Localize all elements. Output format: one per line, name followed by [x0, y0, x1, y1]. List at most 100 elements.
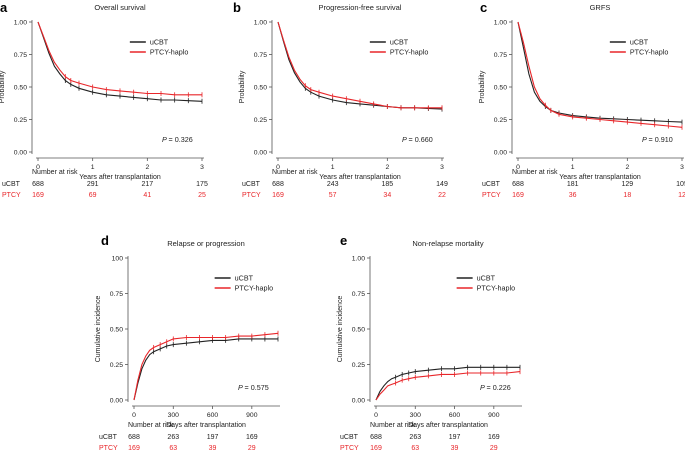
risk-value-ucbt: 688: [370, 434, 382, 441]
legend-label-ptcy: PTCY-haplo: [235, 284, 274, 293]
y-tick-label: 0.50: [254, 84, 267, 91]
x-axis-label: Years after transplantation: [79, 174, 161, 181]
y-tick-label: 0.00: [494, 149, 507, 156]
risk-value-ptcy: 41: [143, 192, 151, 199]
y-axis-label: Cumulative incidence: [95, 296, 102, 363]
y-axis-label: Cumulative incidence: [337, 296, 344, 363]
y-tick-label: 0.25: [494, 117, 507, 124]
risk-value-ucbt: 149: [436, 181, 448, 188]
legend-label-ucbt: uCBT: [477, 274, 496, 283]
p-symbol: P: [162, 135, 169, 144]
p-value-text: = 0.226: [487, 383, 511, 392]
risk-header: Number at risk: [32, 169, 78, 176]
risk-row-label-ptcy: PTCY: [340, 445, 359, 452]
risk-value-ucbt: 175: [196, 181, 208, 188]
legend-label-ptcy: PTCY-haplo: [150, 48, 189, 57]
p-value: P = 0.326: [162, 135, 193, 144]
legend-label-ucbt: uCBT: [630, 38, 649, 47]
y-tick-label: 0.75: [110, 291, 123, 298]
risk-value-ucbt: 197: [449, 434, 461, 441]
risk-value-ptcy: 39: [209, 445, 217, 452]
x-tick-label: 1: [91, 164, 95, 171]
y-tick-label: 0.00: [254, 149, 267, 156]
legend-label-ucbt: uCBT: [235, 274, 254, 283]
x-tick-label: 600: [207, 412, 219, 419]
risk-row-label-ucbt: uCBT: [99, 434, 118, 441]
panel-d: d Relapse or progression 0.00 0.25 0.50 0.75 1…: [95, 233, 280, 452]
risk-value-ptcy: 169: [370, 445, 382, 452]
x-axis-label: Days after transplantation: [408, 422, 488, 429]
risk-value-ptcy: 18: [623, 192, 631, 199]
legend-label-ptcy: PTCY-haplo: [477, 284, 516, 293]
risk-value-ptcy: 63: [169, 445, 177, 452]
risk-value-ptcy: 57: [329, 192, 337, 199]
y-tick-label: 0.75: [352, 291, 365, 298]
risk-value-ptcy: 169: [32, 192, 44, 199]
y-tick-label: 0.75: [254, 52, 267, 59]
series-line-ucbt: [517, 21, 683, 123]
y-tick-label: 0.00: [110, 397, 123, 404]
risk-row-label-ptcy: PTCY: [99, 445, 118, 452]
risk-row-label-ucbt: uCBT: [2, 181, 21, 188]
p-value-text: = 0.326: [169, 135, 193, 144]
y-axis-label: Probability: [479, 70, 486, 103]
panel-label: e: [340, 233, 347, 248]
risk-value-ptcy: 169: [512, 192, 524, 199]
risk-value-ptcy: 39: [451, 445, 459, 452]
x-tick-label: 0: [276, 164, 280, 171]
y-tick-label: 1.00: [352, 255, 365, 262]
risk-value-ptcy: 22: [438, 192, 446, 199]
y-tick-label: 0.25: [254, 117, 267, 124]
x-tick-label: 0: [132, 412, 136, 419]
series-line-ptcy: [37, 21, 202, 96]
y-tick-label: 100: [112, 255, 124, 262]
x-tick-label: 3: [680, 164, 684, 171]
series-line-ptcy: [277, 21, 442, 109]
risk-value-ucbt: 291: [87, 181, 99, 188]
legend-label-ucbt: uCBT: [150, 38, 169, 47]
p-value: P = 0.226: [480, 383, 511, 392]
x-tick-label: 0: [516, 164, 520, 171]
p-symbol: P: [480, 383, 487, 392]
y-tick-label: 0.25: [14, 117, 27, 124]
risk-row-label-ucbt: uCBT: [242, 181, 261, 188]
x-tick-label: 300: [168, 412, 180, 419]
risk-row-label-ucbt: uCBT: [340, 434, 359, 441]
risk-row-label-ptcy: PTCY: [2, 192, 21, 199]
y-tick-label: 0.75: [494, 52, 507, 59]
risk-value-ptcy: 34: [383, 192, 391, 199]
risk-value-ucbt: 169: [246, 434, 258, 441]
panel-b: b Progression-free survival 0.00 0.25 0.50 0.…: [233, 0, 448, 199]
series-line-ucbt: [277, 21, 443, 110]
y-tick-label: 0.50: [494, 84, 507, 91]
y-tick-label: 1.00: [494, 19, 507, 26]
p-value: P = 0.660: [402, 135, 433, 144]
risk-value-ucbt: 181: [567, 181, 579, 188]
p-value-text: = 0.575: [245, 383, 269, 392]
y-tick-label: 0.25: [352, 362, 365, 369]
panel-e: e Non-relapse mortality 0.00 0.25 0.50 0.75 1.…: [337, 233, 522, 452]
risk-header: Number at risk: [128, 422, 174, 429]
risk-value-ucbt: 263: [409, 434, 421, 441]
panel-a: a Overall survival 0.00 0.25 0.50 0.75 1.00 0 1 2…: [0, 0, 208, 199]
x-tick-label: 600: [449, 412, 461, 419]
y-tick-label: 0.25: [110, 362, 123, 369]
x-tick-label: 900: [246, 412, 258, 419]
x-tick-label: 1: [571, 164, 575, 171]
x-axis-label: Years after transplantation: [559, 174, 641, 181]
p-value: P = 0.910: [642, 135, 673, 144]
panel-title: Non-relapse mortality: [412, 239, 484, 248]
risk-header: Number at risk: [272, 169, 318, 176]
p-value-text: = 0.910: [649, 135, 673, 144]
risk-value-ucbt: 169: [488, 434, 500, 441]
p-symbol: P: [402, 135, 409, 144]
x-tick-label: 3: [440, 164, 444, 171]
risk-value-ucbt: 263: [167, 434, 179, 441]
y-axis-label: Probability: [0, 70, 6, 103]
risk-value-ptcy: 169: [128, 445, 140, 452]
panel-title: Overall survival: [94, 3, 146, 12]
x-tick-label: 3: [200, 164, 204, 171]
x-axis-label: Days after transplantation: [166, 422, 246, 429]
risk-value-ucbt: 688: [512, 181, 524, 188]
